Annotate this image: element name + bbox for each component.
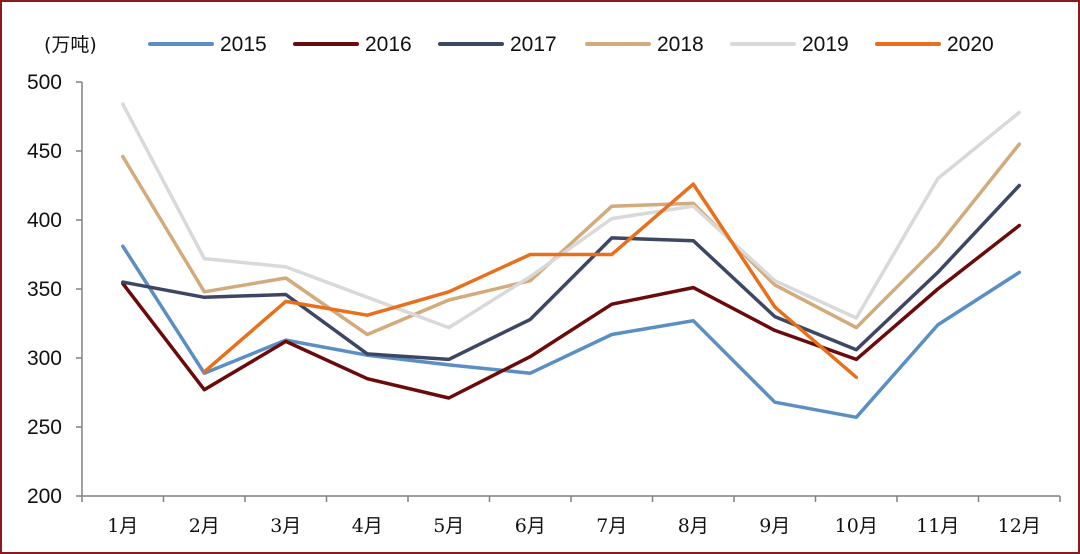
- x-ticks: 1月 2月 3月 4月 5月 6月 7月 8月 9月 10月 11月 12月: [81, 496, 1061, 537]
- unit-label: (万吨): [44, 34, 97, 56]
- legend-label-2018: 2018: [657, 33, 704, 56]
- x-tick-label: 10月: [835, 515, 878, 537]
- y-tick-label: 350: [27, 278, 62, 301]
- legend-label-2019: 2019: [802, 33, 849, 56]
- x-tick-label: 4月: [352, 515, 383, 537]
- x-tick-label: 1月: [107, 515, 138, 537]
- y-tick-label: 250: [27, 416, 62, 439]
- y-tick-label: 450: [27, 140, 62, 163]
- x-tick-label: 3月: [270, 515, 301, 537]
- x-tick-label: 2月: [189, 515, 220, 537]
- y-tick-label: 300: [27, 347, 62, 370]
- x-tick-label: 8月: [678, 515, 709, 537]
- y-tick-label: 200: [27, 485, 62, 508]
- y-ticks: 200 250 300 350 400 450 500: [27, 71, 82, 508]
- legend-label-2017: 2017: [510, 33, 557, 56]
- legend-label-2020: 2020: [947, 33, 994, 56]
- legend-label-2015: 2015: [220, 33, 267, 56]
- series-lines: [121, 102, 1022, 420]
- series-line-2015: [121, 244, 1022, 420]
- x-tick-label: 12月: [998, 515, 1041, 537]
- series-line-2020: [202, 182, 859, 380]
- legend-label-2016: 2016: [365, 33, 412, 56]
- y-tick-label: 400: [27, 209, 62, 232]
- series-line-2017: [121, 183, 1022, 362]
- x-tick-label: 9月: [759, 515, 790, 537]
- series-line-2018: [121, 142, 1022, 337]
- y-tick-label: 500: [27, 71, 62, 94]
- x-tick-label: 6月: [515, 515, 546, 537]
- x-tick-label: 11月: [916, 515, 959, 537]
- legend: (万吨) 2015 2016 2017 2018 2019 2020: [44, 33, 994, 56]
- x-tick-label: 7月: [596, 515, 627, 537]
- x-tick-label: 5月: [433, 515, 464, 537]
- series-line-2016: [121, 223, 1022, 400]
- series-line-2019: [121, 102, 1022, 330]
